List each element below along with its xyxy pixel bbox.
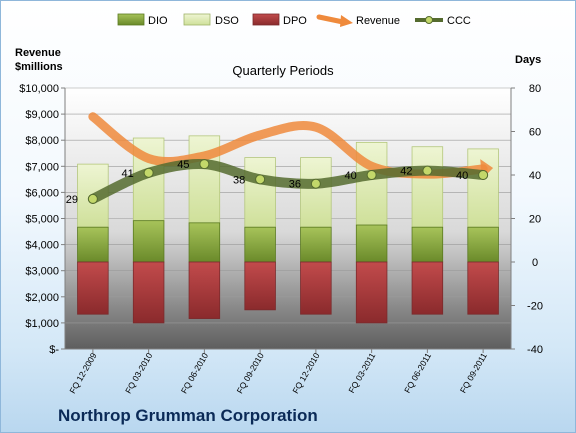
bar-dio <box>411 226 444 263</box>
bar-dso <box>411 146 444 228</box>
ccc-point <box>199 159 210 170</box>
ccc-data-label: 41 <box>122 168 134 180</box>
y-right-tick-label: -20 <box>527 301 543 313</box>
x-tick-label: FQ 06-2010 <box>179 351 210 396</box>
legend-ccc-label: CCC <box>447 15 471 27</box>
legend: DIO DSO DPO Revenue CCC <box>117 13 471 27</box>
x-tick-label: FQ 12-2009 <box>67 351 98 396</box>
ccc-data-label: 38 <box>233 174 245 186</box>
bar-dio <box>300 226 332 263</box>
y-left-tick-label: $10,000 <box>19 83 59 95</box>
ccc-point <box>143 167 154 178</box>
bar-dio <box>188 222 221 263</box>
bars <box>77 135 499 324</box>
legend-revenue-label: Revenue <box>356 15 400 27</box>
y-left-tick-label: $2,000 <box>25 292 59 304</box>
legend-dso-swatch <box>183 13 211 26</box>
y-left-tick-label: $- <box>49 344 59 356</box>
y-right-tick-label: 80 <box>529 83 541 95</box>
y-right-tick-label: 20 <box>529 214 541 226</box>
legend-dpo-label: DPO <box>283 15 307 27</box>
y-right-tick-label: 40 <box>529 170 541 182</box>
x-tick-label: FQ 06-2011 <box>402 351 433 395</box>
company-title: Northrop Grumman Corporation <box>58 406 318 425</box>
bar-dpo <box>355 261 388 324</box>
bar-dio <box>132 220 165 263</box>
chart-title: Quarterly Periods <box>232 63 334 78</box>
legend-revenue-arrowhead <box>340 15 353 27</box>
ccc-point <box>422 165 433 176</box>
bar-dpo <box>132 261 165 324</box>
bar-dso <box>467 148 499 228</box>
bar-dpo <box>244 261 276 311</box>
legend-dso-label: DSO <box>215 15 239 27</box>
y-left-tick-label: $1,000 <box>25 318 59 330</box>
bar-dio <box>77 226 109 263</box>
bar-dso <box>300 157 332 228</box>
ccc-data-label: 40 <box>345 170 357 182</box>
ccc-data-label: 42 <box>400 166 412 178</box>
bar-dio <box>355 224 388 263</box>
y-left-tick-label: $9,000 <box>25 109 59 121</box>
axes <box>64 88 512 350</box>
ccc-point <box>255 174 266 185</box>
y-left-label-line2: $millions <box>15 61 63 73</box>
bar-dpo <box>77 261 109 315</box>
ccc-data-label: 45 <box>177 159 189 171</box>
x-tick-label: FQ 03-2010 <box>123 351 154 396</box>
y-right-tick-label: 0 <box>532 257 538 269</box>
ccc-point <box>366 170 377 180</box>
ccc-data-label: 29 <box>66 194 78 206</box>
y-left-tick-label: $8,000 <box>25 135 59 147</box>
x-tick-label: FQ 09-2010 <box>235 351 266 396</box>
ccc-point <box>87 193 98 204</box>
legend-revenue-line <box>316 14 346 25</box>
x-tick-label: FQ 09-2011 <box>458 351 489 395</box>
legend-dpo-swatch <box>252 13 280 26</box>
y-left-tick-label: $7,000 <box>25 161 59 173</box>
y-right-label: Days <box>515 54 541 66</box>
ccc-point <box>310 178 321 189</box>
bar-dpo <box>300 261 332 315</box>
bar-dpo <box>188 261 221 319</box>
bar-dio <box>244 226 276 263</box>
y-left-tick-label: $3,000 <box>25 266 59 278</box>
ccc-data-label: 36 <box>289 179 301 191</box>
y-right-tick-label: -40 <box>527 344 543 356</box>
series-lines <box>87 112 494 204</box>
y-left-tick-label: $4,000 <box>25 240 59 252</box>
ccc-point <box>478 170 489 180</box>
y-left-tick-label: $6,000 <box>25 187 59 199</box>
y-left-label-line1: Revenue <box>15 47 61 59</box>
y-right-tick-label: 60 <box>529 127 541 139</box>
y-left-tick-label: $5,000 <box>25 214 59 226</box>
bar-dio <box>467 226 499 263</box>
legend-ccc-marker <box>425 16 433 24</box>
bar-dpo <box>467 261 499 315</box>
legend-dio-label: DIO <box>148 15 168 27</box>
bar-dso <box>244 157 276 228</box>
x-tick-label: FQ 03-2011 <box>346 351 377 395</box>
legend-dio-swatch <box>117 13 145 26</box>
bar-dpo <box>411 261 444 315</box>
x-tick-label: FQ 12-2010 <box>290 351 321 396</box>
ccc-data-label: 40 <box>456 170 468 182</box>
